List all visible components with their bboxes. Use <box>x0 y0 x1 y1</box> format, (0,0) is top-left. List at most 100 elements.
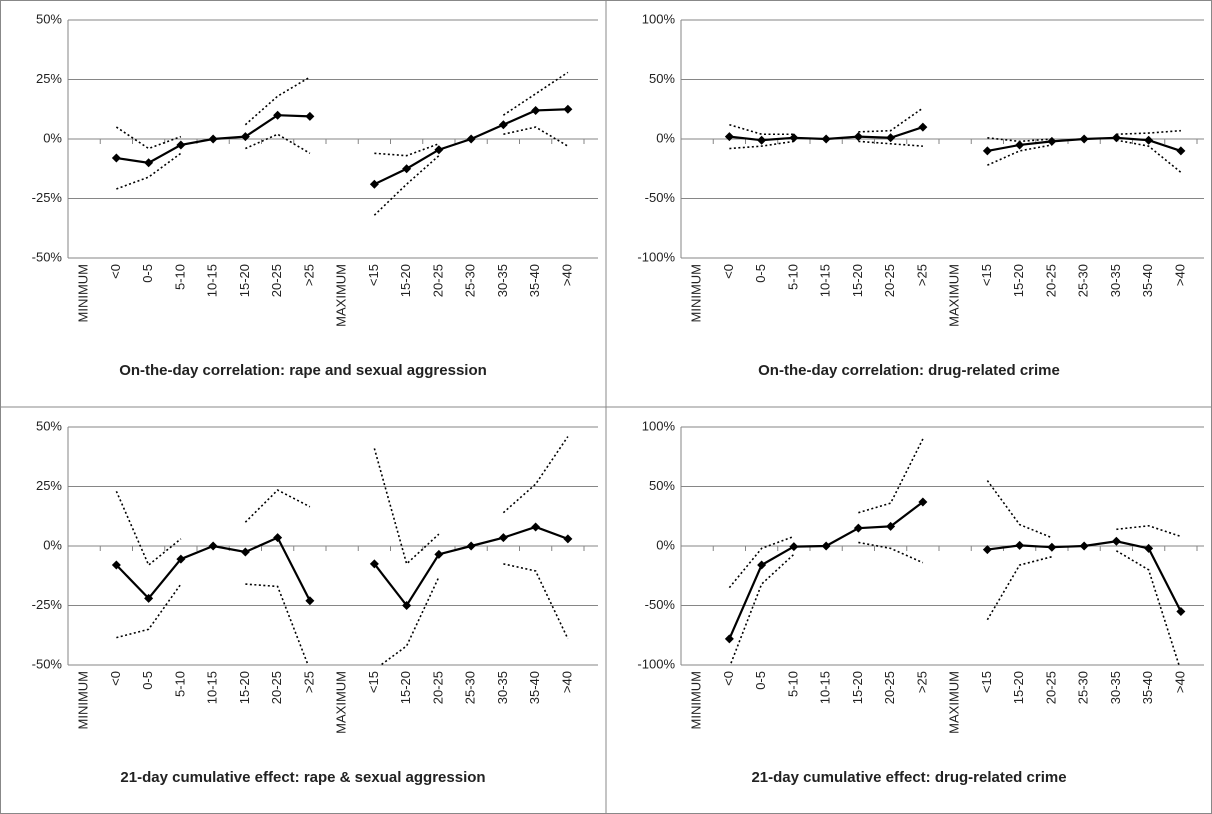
panel: -100% -50% 0% 50% 100% MINIMUM <0 0-5 5-10 10-15 1… <box>637 11 1204 379</box>
chart-title: On-the-day correlation: rape and sexual … <box>119 362 487 379</box>
marker <box>982 545 992 555</box>
marker <box>498 120 508 130</box>
x-tick-label: 15-20 <box>850 671 865 704</box>
marker <box>498 533 508 543</box>
marker <box>563 104 573 114</box>
marker <box>111 153 121 163</box>
marker <box>402 164 412 174</box>
marker <box>402 601 412 610</box>
x-tick-label: 0-5 <box>140 264 155 283</box>
marker <box>821 134 831 144</box>
y-tick-label: -50% <box>645 597 676 612</box>
x-tick-label: 30-35 <box>495 264 510 297</box>
x-tick-label: >40 <box>559 671 574 693</box>
x-tick-label: <15 <box>366 671 381 693</box>
x-tick-label: MAXIMUM <box>947 671 962 734</box>
marker <box>1015 540 1025 550</box>
x-tick-label: 0-5 <box>140 671 155 690</box>
marker <box>757 560 767 570</box>
y-tick-label: 50% <box>649 478 675 493</box>
x-tick-label: <0 <box>108 671 123 686</box>
ci-line <box>116 563 569 665</box>
panel: -50% -25% 0% 25% 50% MINIMUM <0 0-5 5-10 10-15 15-… <box>32 418 598 786</box>
marker <box>305 596 315 606</box>
x-tick-label: 15-20 <box>1011 264 1026 297</box>
x-tick-label: >40 <box>1172 671 1187 693</box>
marker <box>1111 133 1121 143</box>
x-tick-label: 10-15 <box>818 264 833 297</box>
marker <box>724 132 734 142</box>
marker <box>273 110 283 120</box>
chart-title: On-the-day correlation: drug-related cri… <box>758 362 1060 379</box>
x-tick-label: 20-25 <box>269 671 284 704</box>
ci-line <box>729 541 1180 665</box>
marker <box>111 560 121 570</box>
x-tick-label: 30-35 <box>495 671 510 704</box>
marker <box>886 133 896 143</box>
marker <box>821 541 831 551</box>
x-tick-label: 20-25 <box>430 264 445 297</box>
x-tick-label: <0 <box>721 671 736 686</box>
x-tick-label: 15-20 <box>237 671 252 704</box>
marker <box>1144 543 1154 553</box>
x-tick-label: 10-15 <box>818 671 833 704</box>
panel: -100% -50% 0% 50% 100% MINIMUM <0 0-5 5-10 10-15 1… <box>637 418 1204 786</box>
x-tick-label: >40 <box>1172 264 1187 286</box>
plot-area <box>724 438 1186 665</box>
marker <box>563 534 573 544</box>
y-tick-label: -25% <box>32 597 63 612</box>
plot-area <box>111 436 573 665</box>
plot-area <box>724 107 1186 173</box>
marker <box>1111 536 1121 546</box>
marker <box>531 105 541 115</box>
x-tick-label: 20-25 <box>269 264 284 297</box>
x-tick-label: 5-10 <box>172 671 187 697</box>
marker <box>1144 135 1154 145</box>
ci-line <box>115 436 569 567</box>
y-tick-label: 0% <box>656 537 675 552</box>
x-tick-label: 15-20 <box>237 264 252 297</box>
y-tick-label: 25% <box>36 71 62 86</box>
x-tick-label: MAXIMUM <box>334 264 349 327</box>
plot-area <box>111 71 573 216</box>
y-tick-label: 0% <box>43 130 62 145</box>
x-tick-label: >25 <box>914 671 929 693</box>
y-tick-label: -50% <box>32 249 63 264</box>
marker <box>853 132 863 142</box>
marker <box>208 134 218 144</box>
x-tick-label: 20-25 <box>1043 671 1058 704</box>
y-tick-label: 100% <box>642 11 676 26</box>
x-tick-label: <15 <box>979 671 994 693</box>
marker <box>531 522 541 532</box>
chart-title: 21-day cumulative effect: drug-related c… <box>751 769 1066 786</box>
x-tick-label: 35-40 <box>527 671 542 704</box>
marker <box>918 122 928 132</box>
x-tick-label: 20-25 <box>882 671 897 704</box>
x-tick-label: 35-40 <box>1140 264 1155 297</box>
marker <box>305 111 315 121</box>
x-tick-label: >25 <box>301 264 316 286</box>
marker <box>1079 134 1089 144</box>
marker <box>176 554 186 564</box>
marker <box>1047 542 1057 552</box>
marker <box>273 533 283 543</box>
marker <box>789 133 799 143</box>
marker <box>144 593 154 603</box>
ci-line <box>729 107 1181 143</box>
x-tick-label: <0 <box>721 264 736 279</box>
x-tick-label: MAXIMUM <box>334 671 349 734</box>
x-tick-label: <15 <box>366 264 381 286</box>
x-tick-label: 15-20 <box>398 671 413 704</box>
ci-line <box>728 438 1182 589</box>
x-tick-label: >40 <box>559 264 574 286</box>
y-tick-label: -100% <box>637 249 675 264</box>
x-tick-label: MINIMUM <box>689 671 704 730</box>
x-tick-label: MINIMUM <box>689 264 704 323</box>
x-tick-label: 5-10 <box>785 264 800 290</box>
marker <box>1047 136 1057 146</box>
x-tick-label: >25 <box>301 671 316 693</box>
marker <box>724 634 734 644</box>
ci-line <box>729 139 1182 173</box>
x-tick-label: 30-35 <box>1108 671 1123 704</box>
